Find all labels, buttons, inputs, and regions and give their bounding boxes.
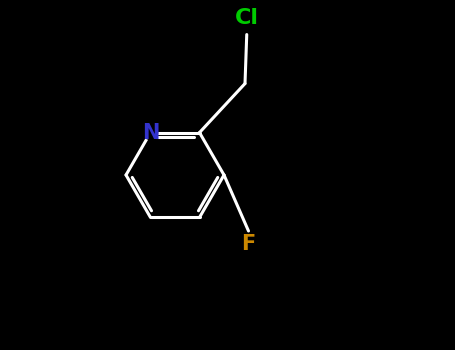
Text: N: N: [142, 122, 159, 142]
Text: F: F: [241, 234, 256, 254]
Circle shape: [143, 126, 157, 140]
Text: Cl: Cl: [235, 8, 259, 28]
